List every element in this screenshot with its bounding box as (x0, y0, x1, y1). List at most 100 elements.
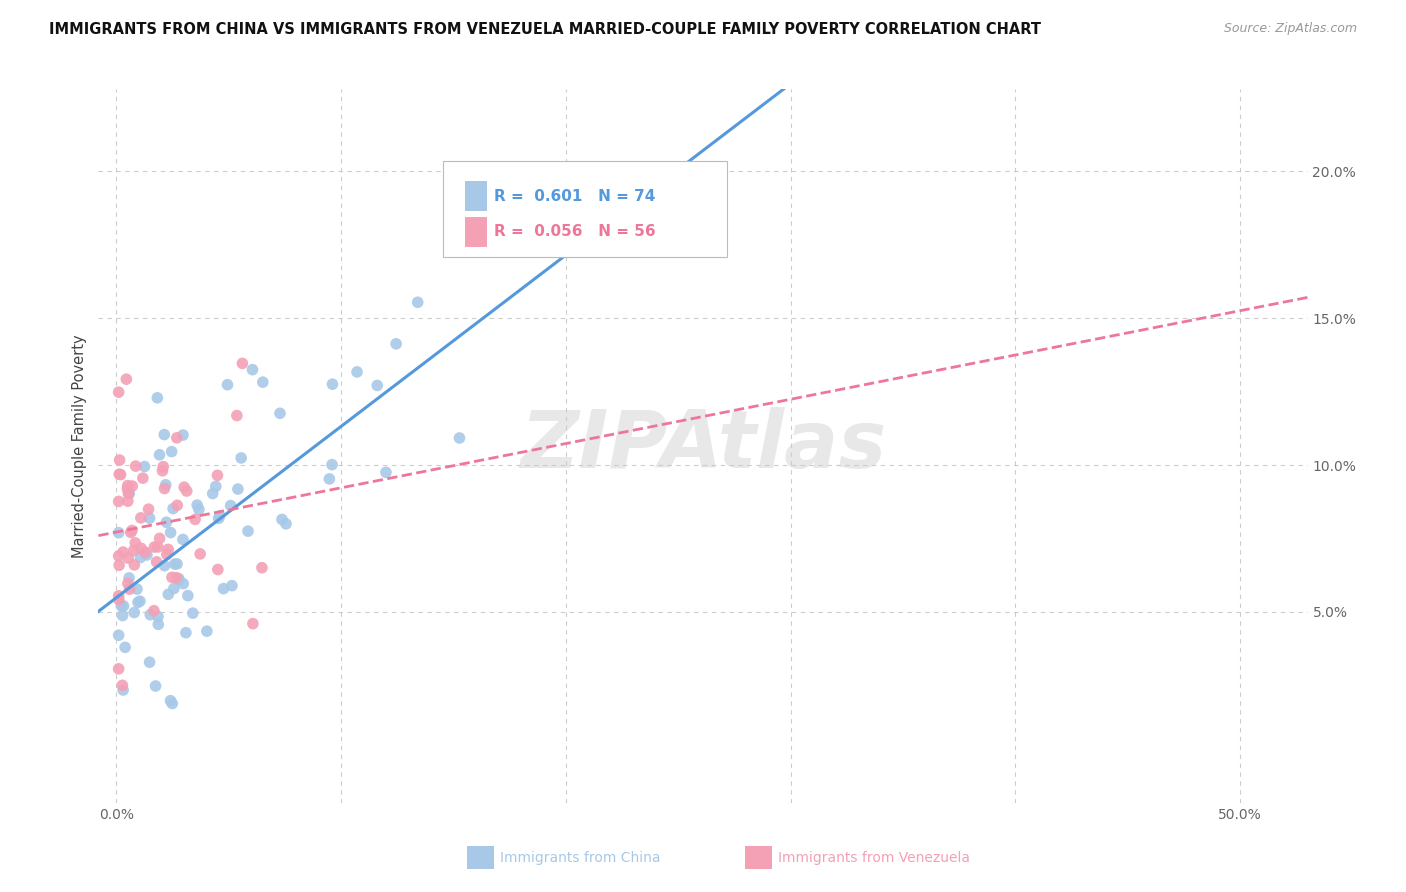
Point (225, 409, 247, 423)
Point (181, 606, 204, 620)
Point (112, 599, 135, 613)
Bar (745, 847, 772, 869)
Point (195, 624, 218, 639)
Point (163, 582, 186, 596)
Point (129, 511, 152, 525)
Point (129, 541, 152, 556)
Bar (465, 217, 486, 247)
Point (110, 467, 132, 482)
Point (242, 616, 264, 631)
Point (318, 472, 340, 486)
Point (274, 516, 297, 531)
Point (118, 571, 141, 585)
Point (172, 428, 194, 442)
Text: ZIPAtlas: ZIPAtlas (520, 407, 886, 485)
Point (406, 295, 429, 310)
Point (146, 391, 169, 405)
Point (186, 498, 208, 512)
Point (108, 592, 131, 607)
Point (129, 550, 152, 565)
Point (231, 450, 253, 465)
Point (111, 678, 134, 692)
Point (107, 628, 129, 642)
Point (163, 557, 186, 571)
Point (120, 525, 142, 540)
Point (172, 576, 194, 591)
Point (107, 589, 129, 603)
Point (166, 498, 188, 512)
Point (107, 525, 129, 540)
Point (153, 427, 176, 442)
Point (108, 467, 131, 482)
Point (149, 532, 172, 546)
Point (204, 479, 226, 493)
Point (124, 606, 146, 620)
Point (117, 482, 139, 496)
Point (138, 502, 160, 516)
Point (117, 551, 139, 566)
Point (156, 548, 179, 562)
Point (165, 571, 187, 585)
Point (166, 431, 188, 445)
Text: Immigrants from Venezuela: Immigrants from Venezuela (778, 851, 970, 864)
Point (152, 464, 174, 478)
Point (117, 494, 139, 508)
Point (167, 572, 190, 586)
Point (207, 511, 229, 525)
Point (132, 471, 155, 485)
Bar (465, 181, 486, 211)
Point (138, 511, 160, 525)
Point (111, 608, 134, 623)
Point (129, 594, 152, 608)
Point (145, 555, 167, 569)
Text: IMMIGRANTS FROM CHINA VS IMMIGRANTS FROM VENEZUELA MARRIED-COUPLE FAMILY POVERTY: IMMIGRANTS FROM CHINA VS IMMIGRANTS FROM… (49, 22, 1042, 37)
Point (236, 524, 259, 538)
Point (125, 582, 148, 596)
Point (162, 697, 184, 711)
Point (121, 479, 143, 493)
Point (124, 536, 146, 550)
Point (107, 662, 129, 676)
Point (107, 385, 129, 400)
Point (177, 589, 200, 603)
Point (148, 448, 170, 462)
Point (346, 365, 368, 379)
Point (157, 542, 180, 557)
Point (139, 607, 162, 622)
Point (269, 406, 291, 420)
Point (201, 486, 224, 500)
Point (252, 375, 274, 389)
Point (112, 545, 135, 559)
Point (174, 625, 197, 640)
Point (118, 582, 141, 596)
Point (134, 459, 156, 474)
Point (172, 533, 194, 547)
Point (114, 640, 136, 655)
Point (110, 599, 132, 613)
Point (134, 546, 156, 560)
Point (208, 508, 231, 523)
Point (146, 540, 169, 554)
Point (155, 515, 177, 529)
Point (153, 558, 176, 573)
Point (152, 459, 174, 474)
Point (107, 549, 129, 563)
Point (242, 362, 264, 376)
Point (231, 356, 253, 370)
Y-axis label: Married-Couple Family Poverty: Married-Couple Family Poverty (72, 334, 87, 558)
Point (146, 609, 169, 624)
Point (166, 557, 188, 571)
Point (159, 694, 181, 708)
Point (207, 562, 229, 576)
Point (143, 540, 166, 554)
Point (212, 582, 235, 596)
Point (107, 494, 129, 508)
Point (136, 548, 159, 562)
Point (173, 480, 195, 494)
Point (184, 512, 207, 526)
Point (145, 679, 167, 693)
Point (167, 573, 190, 587)
Point (138, 655, 160, 669)
Point (117, 576, 139, 591)
Point (155, 477, 177, 491)
